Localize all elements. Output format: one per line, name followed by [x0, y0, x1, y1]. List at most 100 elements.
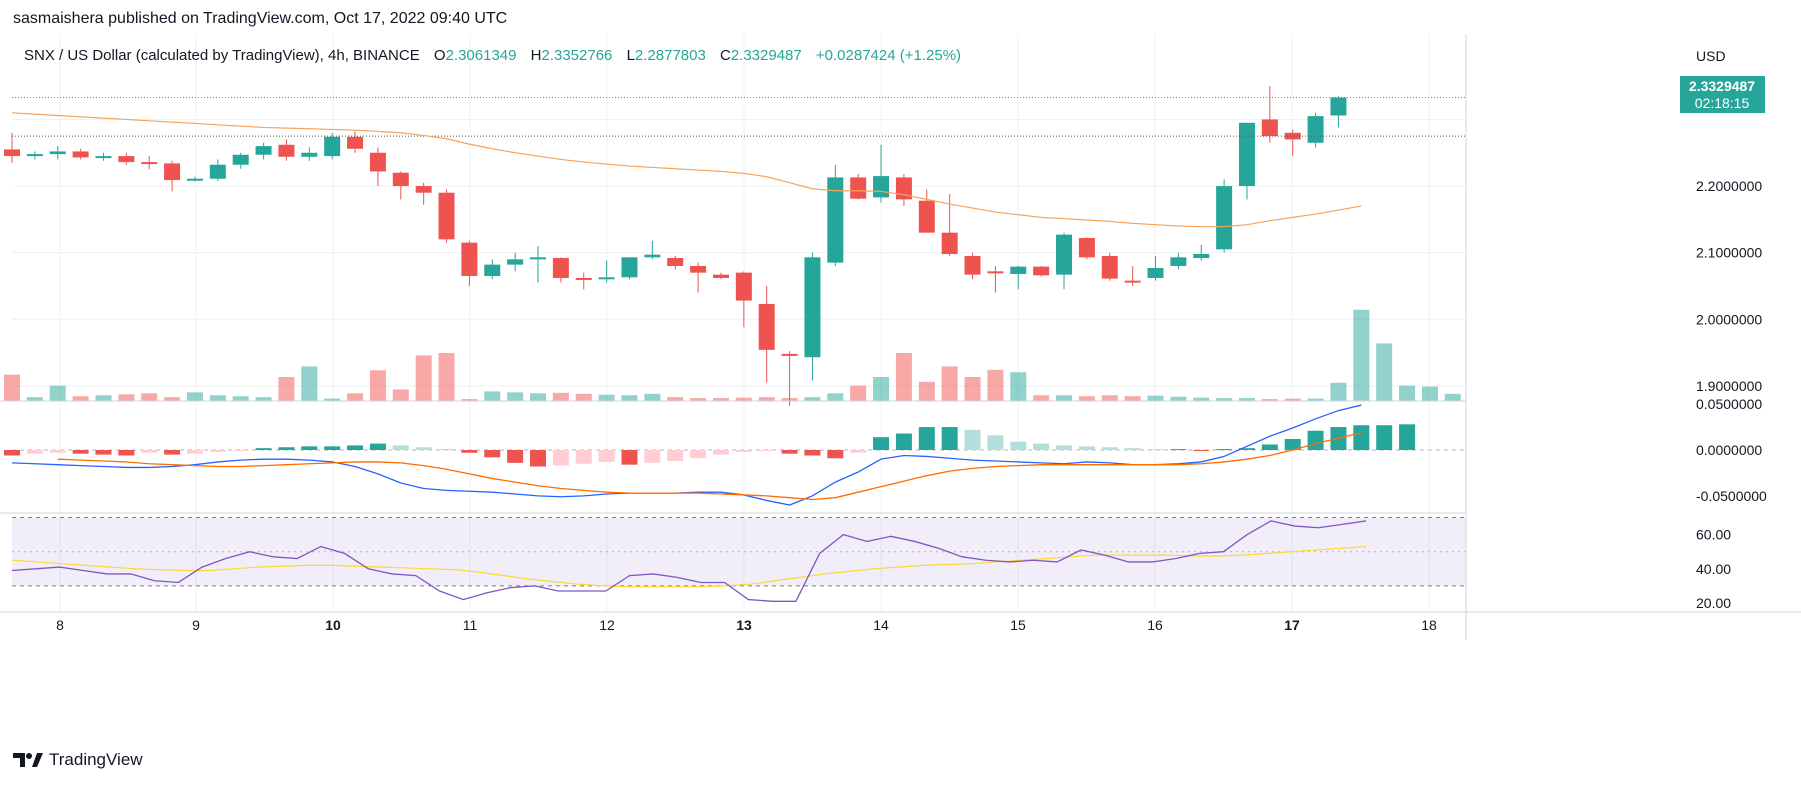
candle[interactable] — [690, 262, 707, 293]
candle[interactable] — [964, 252, 981, 280]
candle[interactable] — [575, 272, 592, 290]
candle-body — [690, 265, 707, 273]
volume-bar — [850, 385, 867, 401]
rsi-tick-label: 20.00 — [1696, 595, 1731, 611]
volume-bar — [4, 374, 20, 401]
candle-body — [781, 353, 798, 356]
candle[interactable] — [347, 131, 364, 153]
volume-bar — [118, 394, 135, 401]
candle[interactable] — [49, 146, 66, 160]
candle-body — [347, 136, 364, 149]
candle[interactable] — [735, 271, 752, 328]
candle[interactable] — [26, 151, 43, 160]
candle[interactable] — [918, 189, 935, 233]
candle[interactable] — [530, 246, 547, 283]
macd-histogram-bar — [918, 427, 935, 450]
macd-histogram-bar — [1307, 430, 1324, 450]
candle[interactable] — [667, 255, 684, 270]
candle[interactable] — [1330, 96, 1347, 128]
candle[interactable] — [758, 285, 775, 383]
candle[interactable] — [712, 272, 729, 280]
macd-histogram-bar — [1238, 448, 1255, 450]
tradingview-logo[interactable]: TradingView — [13, 750, 143, 770]
candle-body — [873, 176, 890, 198]
candle[interactable] — [1078, 237, 1095, 260]
macd-histogram-bar — [1376, 425, 1393, 450]
candle[interactable] — [438, 189, 455, 243]
candle[interactable] — [598, 260, 615, 283]
candle[interactable] — [1193, 244, 1210, 261]
candle[interactable] — [72, 148, 89, 160]
legend: SNX / US Dollar (calculated by TradingVi… — [24, 47, 961, 64]
candle[interactable] — [324, 132, 341, 160]
candle[interactable] — [1170, 252, 1187, 270]
candles[interactable] — [4, 86, 1347, 406]
time-tick-label: 13 — [736, 617, 752, 633]
macd-histogram-bar — [530, 450, 547, 467]
macd-histogram-bar — [232, 450, 249, 451]
candle[interactable] — [850, 174, 867, 200]
candle[interactable] — [552, 257, 569, 283]
candle[interactable] — [1124, 265, 1141, 286]
candle-body — [1330, 97, 1347, 116]
candle[interactable] — [369, 147, 386, 187]
candle[interactable] — [1216, 179, 1233, 253]
candle[interactable] — [164, 160, 181, 192]
candle[interactable] — [1056, 232, 1073, 290]
volume-bar — [667, 397, 684, 401]
legend-o-label: O — [434, 47, 446, 64]
chart[interactable]: 1.9000000 2.0000000 2.1000000 2.2000000 0.05… — [0, 34, 1801, 724]
candle-body — [278, 144, 295, 157]
candle[interactable] — [507, 252, 524, 272]
candle[interactable] — [1238, 122, 1255, 200]
candle[interactable] — [987, 265, 1004, 293]
price-tick-label: 1.9000000 — [1696, 378, 1762, 394]
candle[interactable] — [4, 132, 20, 163]
candle[interactable] — [484, 259, 501, 280]
candle[interactable] — [141, 156, 158, 170]
candle[interactable] — [1307, 112, 1324, 148]
candle[interactable] — [392, 171, 409, 200]
candle[interactable] — [278, 139, 295, 161]
candle[interactable] — [621, 257, 638, 280]
candle[interactable] — [301, 147, 318, 161]
candle[interactable] — [232, 152, 249, 169]
brand-name: TradingView — [49, 750, 143, 769]
candle[interactable] — [895, 174, 912, 207]
candle[interactable] — [873, 144, 890, 203]
candle[interactable] — [644, 240, 661, 260]
candle[interactable] — [781, 351, 798, 406]
legend-c-value: 2.3329487 — [731, 47, 802, 64]
candle[interactable] — [1033, 265, 1050, 277]
volume-bar — [507, 392, 524, 401]
candle[interactable] — [95, 152, 112, 161]
macd-histogram-bar — [49, 450, 66, 453]
volume-bar — [690, 398, 707, 401]
candle-body — [1307, 116, 1324, 143]
candle[interactable] — [1010, 265, 1027, 290]
time-tick-label: 14 — [873, 617, 889, 633]
candle[interactable] — [186, 176, 203, 182]
volume-bar — [918, 381, 935, 401]
volume-bar — [758, 397, 775, 401]
candle[interactable] — [827, 164, 844, 266]
candle[interactable] — [255, 142, 272, 160]
candle[interactable] — [415, 182, 432, 205]
macd-histogram-bar — [758, 450, 775, 451]
candle[interactable] — [209, 159, 226, 181]
candle-body — [712, 274, 729, 278]
candle[interactable] — [1147, 255, 1164, 281]
candle-body — [575, 277, 592, 280]
macd-tick-label: 0.0000000 — [1696, 442, 1762, 458]
candle[interactable] — [1284, 129, 1301, 157]
candle[interactable] — [804, 252, 821, 381]
candle[interactable] — [118, 152, 135, 165]
legend-h-value: 2.3352766 — [541, 47, 612, 64]
candle[interactable] — [1101, 252, 1118, 281]
volume-bar — [369, 370, 386, 401]
macd-histogram-bar — [278, 447, 295, 450]
candle[interactable] — [1261, 86, 1278, 143]
candle[interactable] — [461, 240, 478, 286]
macd-histogram-bar — [369, 443, 386, 450]
macd-histogram-bar — [95, 450, 112, 455]
